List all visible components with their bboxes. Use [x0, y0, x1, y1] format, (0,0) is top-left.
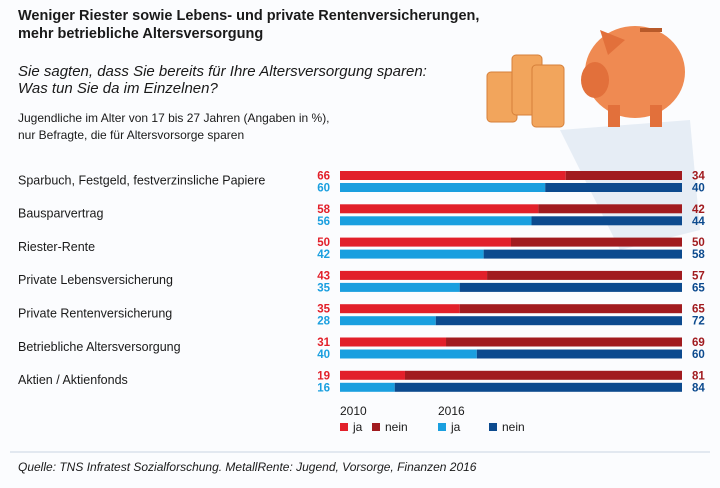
- value-label: 66: [317, 171, 330, 183]
- value-label: 16: [317, 382, 330, 394]
- bar-segment: [394, 382, 682, 392]
- bar-segment: [340, 304, 460, 314]
- title: mehr betriebliche Altersversorgung: [18, 26, 263, 42]
- legend-swatch: [438, 423, 446, 431]
- note: Jugendliche im Alter von 17 bis 27 Jahre…: [18, 111, 330, 125]
- category-label: Betriebliche Altersversorgung: [18, 340, 181, 354]
- value-label: 58: [317, 204, 330, 216]
- bar-segment: [538, 204, 682, 214]
- value-label: 60: [692, 349, 705, 361]
- bar-segment: [340, 316, 436, 326]
- value-label: 42: [692, 204, 705, 216]
- category-label: Bausparvertrag: [18, 207, 104, 221]
- category-label: Sparbuch, Festgeld, festverzinsliche Pap…: [18, 173, 265, 187]
- bar-segment: [340, 216, 532, 226]
- value-label: 72: [692, 316, 705, 328]
- value-label: 44: [692, 216, 705, 228]
- bar-segment: [531, 216, 682, 226]
- value-label: 81: [692, 370, 705, 382]
- value-label: 43: [317, 270, 330, 282]
- legend-label: ja: [450, 420, 461, 434]
- bar-segment: [459, 304, 682, 314]
- value-label: 56: [317, 216, 330, 228]
- value-label: 28: [317, 316, 330, 328]
- legend-label: nein: [385, 420, 408, 434]
- bar-segment: [459, 282, 682, 292]
- legend-swatch: [340, 423, 348, 431]
- bar-segment: [340, 282, 460, 292]
- source: Quelle: TNS Infratest Sozialforschung. M…: [18, 460, 477, 474]
- note: nur Befragte, die für Altersvorsorge spa…: [18, 128, 244, 142]
- bar-segment: [340, 370, 405, 380]
- bar-segment: [565, 171, 682, 180]
- bar-segment: [340, 237, 511, 247]
- value-label: 40: [692, 183, 705, 195]
- legend-swatch: [489, 423, 497, 431]
- value-label: 42: [317, 249, 330, 261]
- bar-segment: [435, 316, 682, 326]
- title: Weniger Riester sowie Lebens- und privat…: [18, 8, 479, 24]
- bar-segment: [340, 382, 395, 392]
- bar-segment: [483, 249, 682, 259]
- bar-segment: [340, 183, 546, 192]
- value-label: 40: [317, 349, 330, 361]
- category-label: Riester-Rente: [18, 240, 95, 254]
- value-label: 35: [317, 304, 330, 316]
- legend-label: nein: [502, 420, 525, 434]
- bar-segment: [487, 270, 682, 280]
- value-label: 35: [317, 282, 330, 294]
- category-label: Private Rentenversicherung: [18, 306, 172, 320]
- subtitle: Sie sagten, dass Sie bereits für Ihre Al…: [18, 63, 427, 80]
- bar-segment: [340, 349, 477, 359]
- legend-group: 2016: [438, 404, 465, 418]
- legend-swatch: [372, 423, 380, 431]
- bar-segment: [340, 270, 488, 280]
- value-label: 50: [692, 237, 705, 249]
- category-label: Private Lebensversicherung: [18, 273, 173, 287]
- bar-segment: [446, 337, 682, 347]
- value-label: 50: [317, 237, 330, 249]
- bar-segment: [511, 237, 682, 247]
- value-label: 84: [692, 382, 705, 394]
- bar-segment: [545, 183, 682, 192]
- value-label: 65: [692, 282, 705, 294]
- value-label: 57: [692, 270, 705, 282]
- value-label: 31: [317, 337, 330, 349]
- category-label: Aktien / Aktienfonds: [18, 373, 128, 387]
- bar-segment: [404, 370, 682, 380]
- bar-segment: [476, 349, 682, 359]
- value-label: 60: [317, 183, 330, 195]
- legend-label: ja: [352, 420, 363, 434]
- subtitle: Was tun Sie da im Einzelnen?: [18, 80, 218, 97]
- bar-segment: [340, 337, 447, 347]
- value-label: 58: [692, 249, 705, 261]
- legend-group: 2010: [340, 404, 367, 418]
- value-label: 19: [317, 370, 330, 382]
- bar-segment: [340, 249, 484, 259]
- value-label: 34: [692, 171, 705, 183]
- bar-segment: [340, 204, 539, 214]
- value-label: 65: [692, 304, 705, 316]
- value-label: 69: [692, 337, 705, 349]
- bar-segment: [340, 171, 566, 180]
